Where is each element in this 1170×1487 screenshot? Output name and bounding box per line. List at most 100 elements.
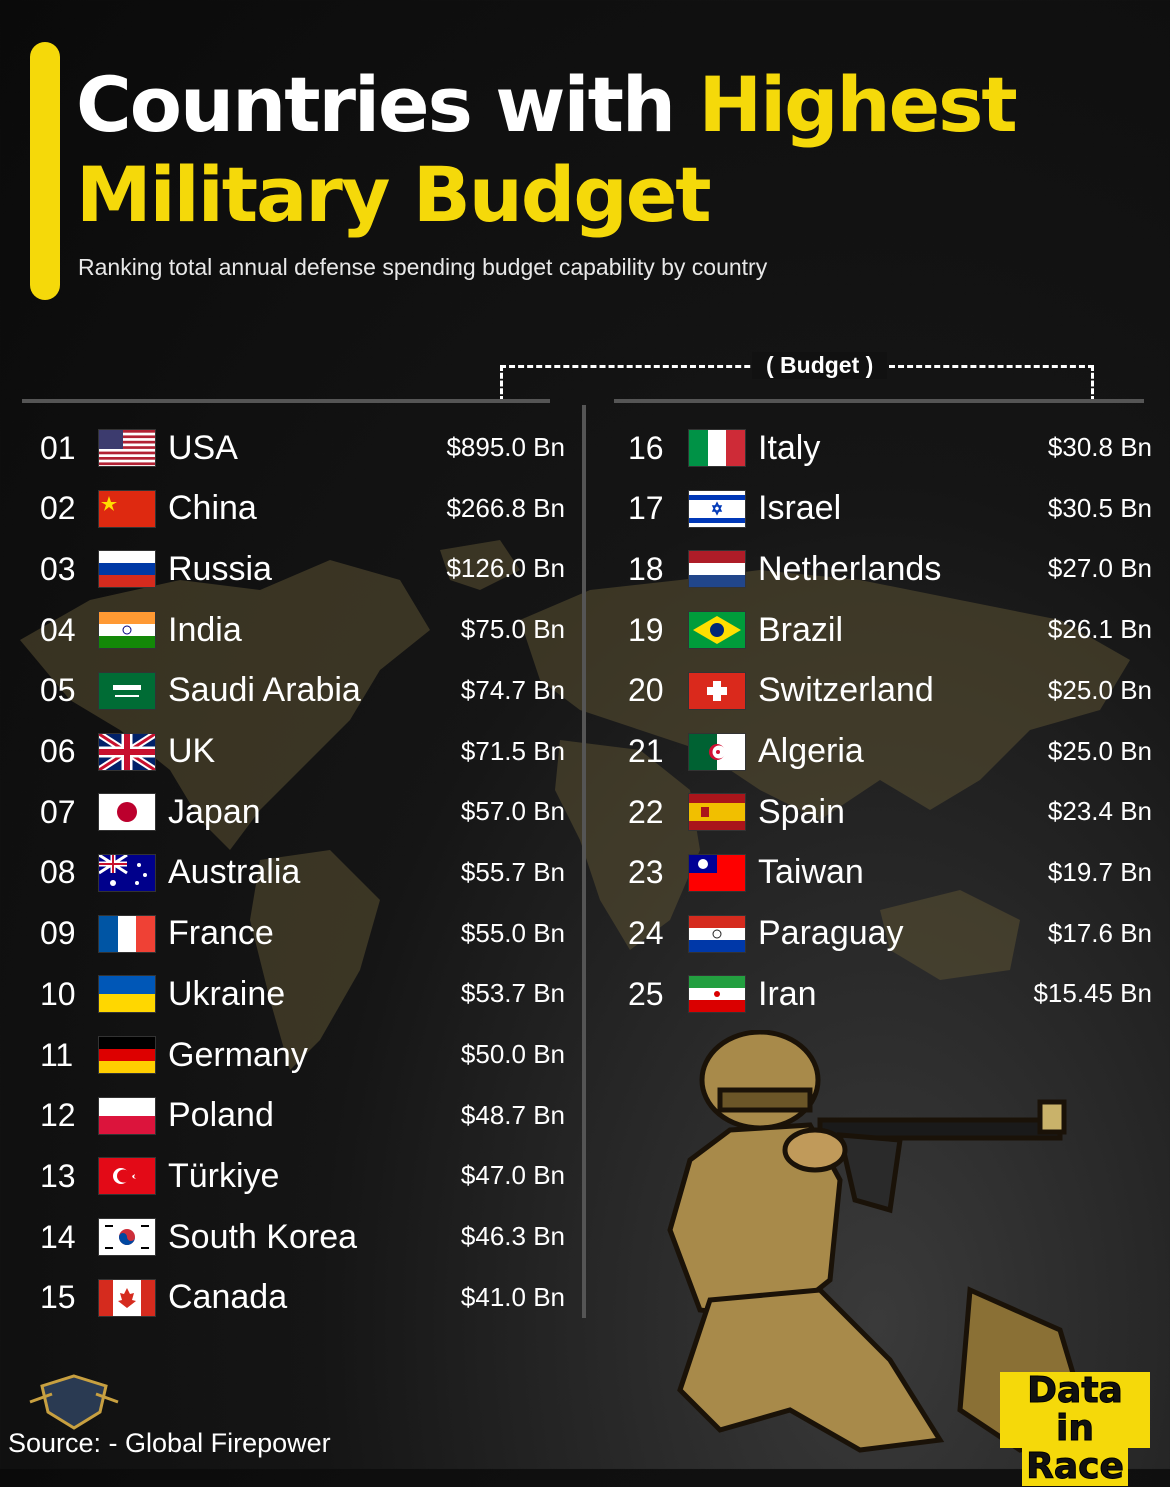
accent-bar xyxy=(30,42,60,300)
flag-brazil-icon xyxy=(688,611,746,650)
table-row: 20 Switzerland xyxy=(628,669,934,713)
table-row: 24 Paraguay xyxy=(628,912,904,956)
budget-value: $895.0 Bn xyxy=(446,432,565,462)
rank-label: 20 xyxy=(628,672,664,709)
flag-ukraine-icon xyxy=(98,975,156,1014)
flag-russia-icon xyxy=(98,550,156,589)
table-row: 02 China xyxy=(40,487,257,531)
rank-label: 07 xyxy=(40,793,76,830)
rank-label: 23 xyxy=(628,854,664,891)
flag-netherlands-icon xyxy=(688,550,746,589)
divider-left xyxy=(22,399,550,403)
flag-poland-icon xyxy=(98,1096,156,1135)
budget-value: $74.7 Bn xyxy=(460,674,565,705)
table-row: 03 Russia xyxy=(40,547,272,591)
budget-label: ( Budget ) xyxy=(752,352,888,379)
flag-usa-icon xyxy=(98,429,156,467)
budget-value: $47.0 Bn xyxy=(460,1160,565,1191)
budget-value: $50.0 Bn xyxy=(460,1039,565,1069)
rank-label: 16 xyxy=(628,429,664,466)
table-row: 10 Ukraine xyxy=(40,972,285,1016)
flag-iran-icon xyxy=(688,975,746,1014)
country-name: UK xyxy=(168,732,216,770)
budget-value: $27.0 Bn xyxy=(1047,553,1152,584)
budget-value: $26.1 Bn xyxy=(1047,614,1152,645)
country-name: Türkiye xyxy=(168,1156,280,1195)
soldier-illustration-icon xyxy=(667,1030,1094,1453)
rank-label: 01 xyxy=(40,429,76,466)
table-row: 07 Japan xyxy=(40,790,261,834)
country-name: Germany xyxy=(168,1035,308,1074)
subtitle: Ranking total annual defense spending bu… xyxy=(78,254,768,280)
rank-label: 22 xyxy=(628,793,664,830)
table-row: 18 Netherlands xyxy=(628,547,941,591)
budget-value: $48.7 Bn xyxy=(460,1099,565,1130)
column-divider xyxy=(582,405,586,1318)
country-name: Brazil xyxy=(758,610,844,649)
country-name: Poland xyxy=(168,1096,274,1135)
table-row: 17 Israel xyxy=(628,487,841,531)
rank-label: 11 xyxy=(40,1036,74,1073)
flag-saudi-arabia-icon xyxy=(98,671,156,710)
table-row: 04 India xyxy=(40,608,242,652)
table-row: 19 Brazil xyxy=(628,608,843,652)
flag-japan-icon xyxy=(98,793,156,832)
budget-value: $30.5 Bn xyxy=(1047,492,1152,523)
table-row: 21 Algeria xyxy=(628,730,864,774)
budget-value: $75.0 Bn xyxy=(460,614,565,645)
country-name: Saudi Arabia xyxy=(168,671,361,710)
title-white: Countries with xyxy=(76,60,699,149)
budget-value: $25.0 Bn xyxy=(1047,735,1152,766)
flag-south-korea-icon xyxy=(98,1218,156,1257)
title-line2: Military Budget xyxy=(76,150,712,239)
country-name: Russia xyxy=(168,549,272,588)
logo-line2: Race xyxy=(1022,1447,1128,1486)
rank-label: 14 xyxy=(40,1218,76,1255)
flag-spain-icon xyxy=(688,793,746,832)
data-in-race-logo: Data in Race xyxy=(1000,1371,1150,1486)
budget-value: $17.6 Bn xyxy=(1047,917,1152,948)
country-name: Switzerland xyxy=(758,671,934,710)
country-name: Algeria xyxy=(758,732,864,770)
logo-line1: Data in xyxy=(1000,1371,1150,1448)
table-row: 13 Türkiye xyxy=(40,1154,279,1198)
country-name: South Korea xyxy=(168,1217,358,1256)
flag-israel-icon xyxy=(688,489,746,528)
rank-label: 24 xyxy=(628,915,664,952)
country-name: Taiwan xyxy=(758,853,864,892)
budget-value: $57.0 Bn xyxy=(460,796,565,827)
country-name: USA xyxy=(168,428,238,467)
budget-value: $55.7 Bn xyxy=(460,856,565,887)
rank-label: 08 xyxy=(40,854,76,891)
rank-label: 02 xyxy=(40,490,76,527)
table-row: 16 Italy xyxy=(628,426,820,470)
budget-value: $46.3 Bn xyxy=(460,1221,565,1252)
table-row: 11 Germany xyxy=(40,1033,308,1077)
flag-paraguay-icon xyxy=(688,914,746,953)
page-title: Countries with Highest Military Budget xyxy=(76,60,1018,240)
rank-label: 17 xyxy=(628,490,664,527)
country-name: Ukraine xyxy=(168,974,286,1013)
country-name: Australia xyxy=(168,853,301,892)
flag-india-icon xyxy=(98,611,156,650)
source-text: Source: - Global Firepower xyxy=(8,1428,331,1458)
flag-turkiye-icon xyxy=(98,1157,156,1196)
rank-label: 25 xyxy=(628,975,664,1012)
rank-label: 19 xyxy=(628,611,664,648)
flag-france-icon xyxy=(98,914,156,953)
country-name: Netherlands xyxy=(758,549,942,588)
country-name: Iran xyxy=(758,974,817,1013)
country-name: India xyxy=(168,610,242,649)
flag-uk-icon xyxy=(98,732,156,771)
rank-label: 03 xyxy=(40,550,76,587)
country-name: France xyxy=(168,914,274,953)
country-name: Israel xyxy=(758,489,842,528)
budget-value: $23.4 Bn xyxy=(1047,796,1152,827)
rank-label: 15 xyxy=(40,1279,76,1316)
flag-algeria-icon xyxy=(688,732,746,771)
shield-logo-icon xyxy=(29,1374,119,1430)
rank-label: 05 xyxy=(40,672,76,709)
divider-right xyxy=(614,399,1144,403)
budget-value: $41.0 Bn xyxy=(460,1281,565,1312)
country-name: China xyxy=(168,489,257,528)
